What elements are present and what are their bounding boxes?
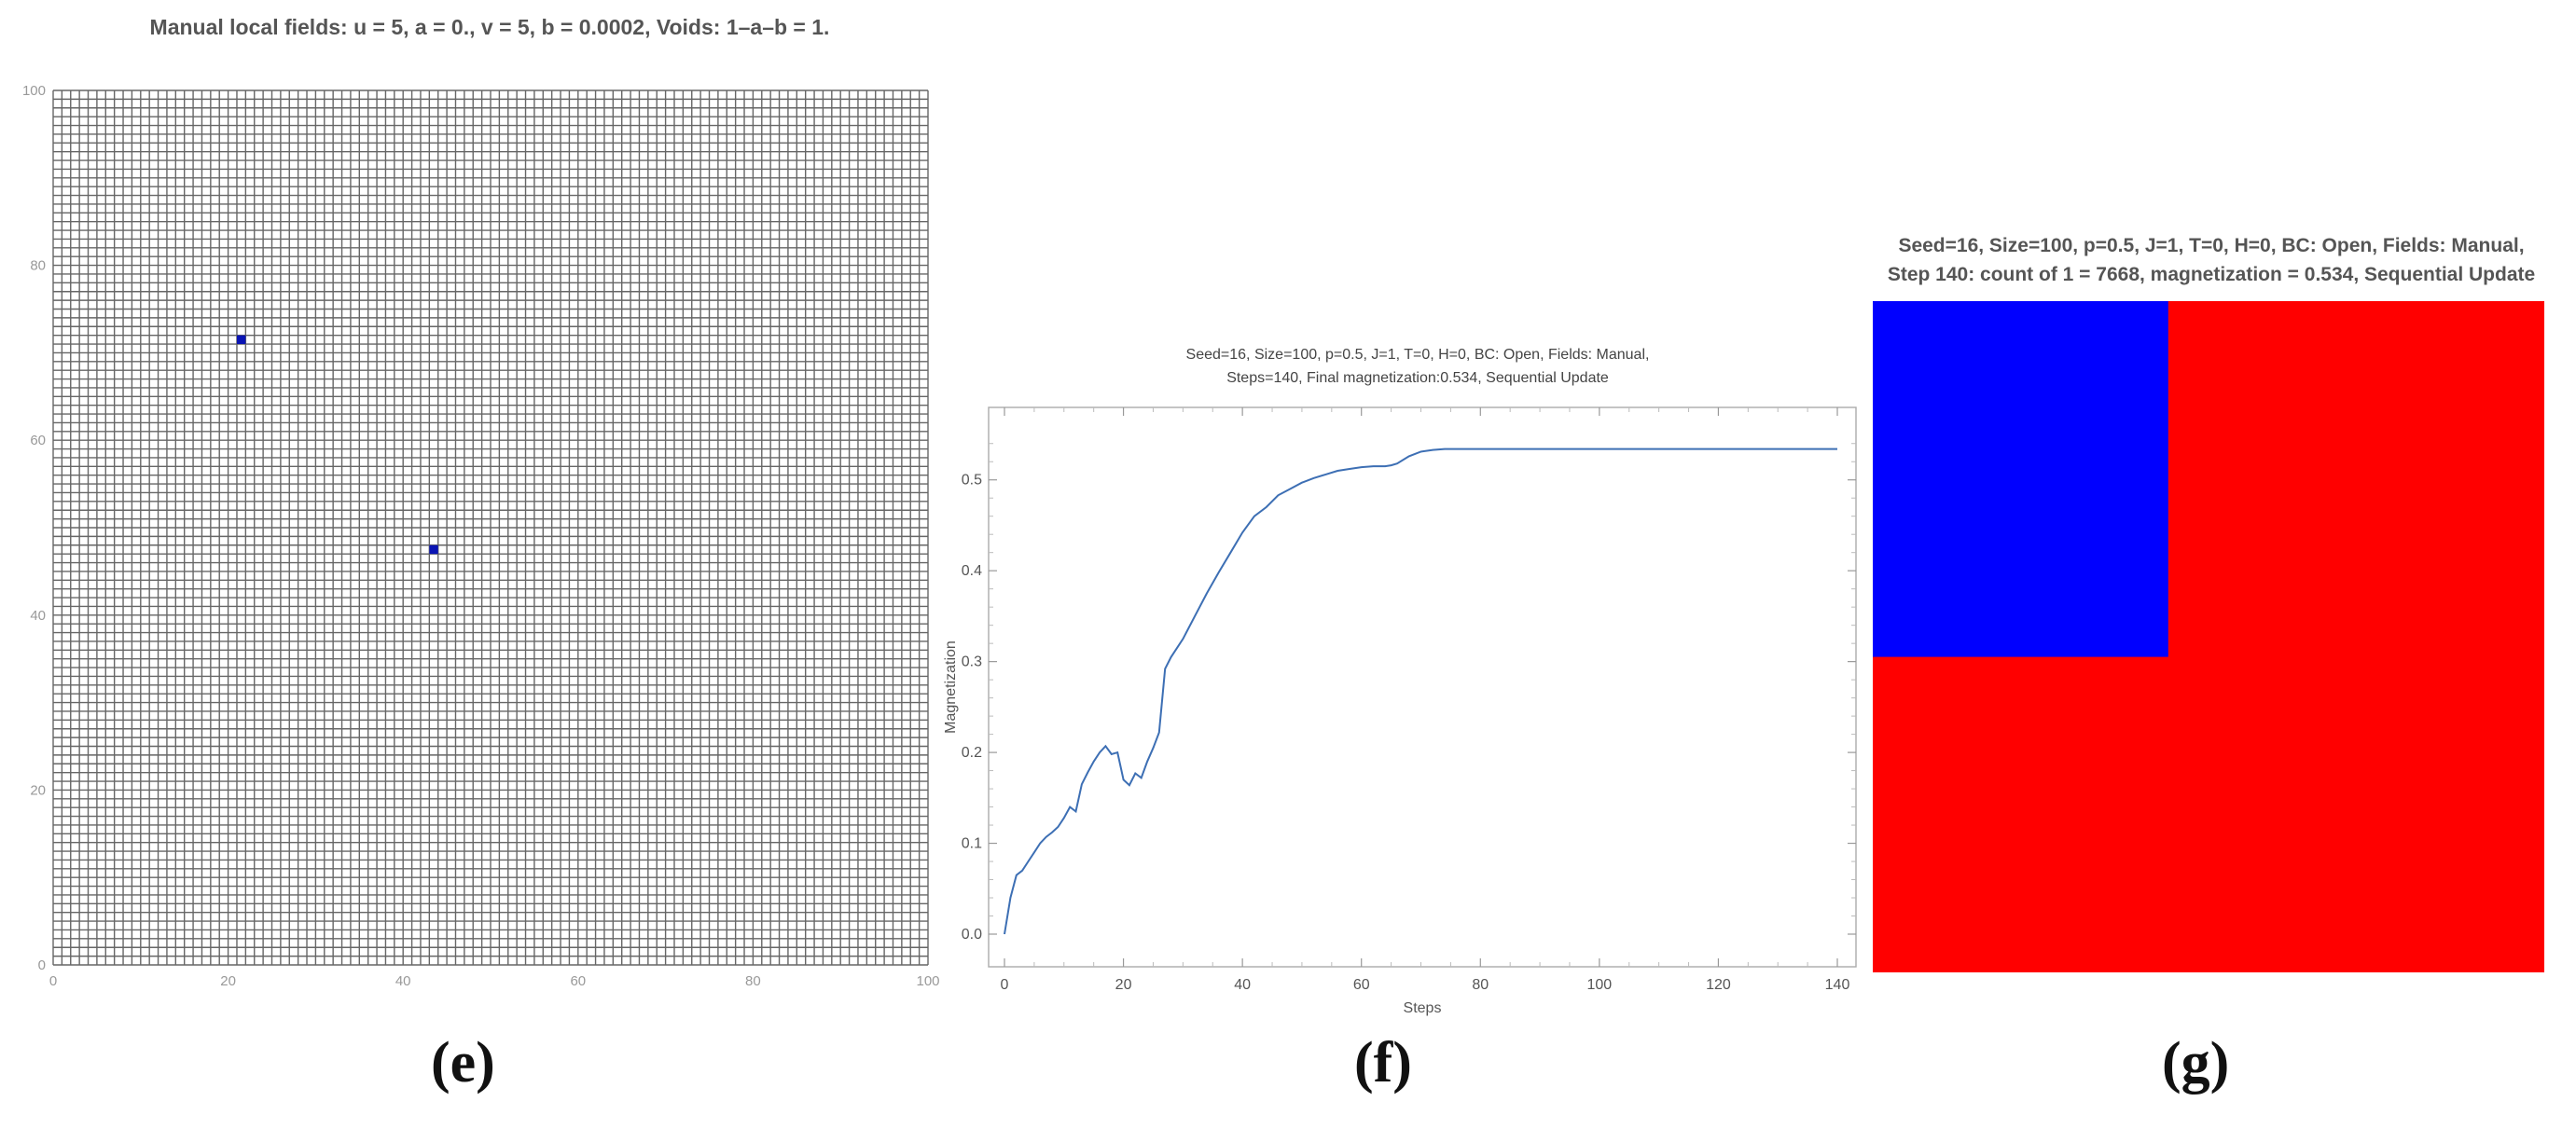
panel-e-label: (e)	[431, 1031, 495, 1095]
x-tick-label: 120	[1706, 977, 1731, 993]
y-tick-label: 80	[30, 258, 46, 274]
y-tick-label: 100	[22, 83, 46, 99]
y-tick-label: 0.5	[962, 473, 982, 489]
x-axis-label: Steps	[1404, 1000, 1442, 1016]
panel-g-title-line2: Step 140: count of 1 = 7668, magnetizati…	[1887, 264, 2536, 285]
x-tick-label: 60	[1353, 977, 1370, 993]
x-tick-label: 140	[1825, 977, 1850, 993]
y-tick-label: 0.0	[962, 927, 982, 943]
magnetization-series-line	[1004, 447, 1837, 935]
x-tick-label: 100	[916, 973, 939, 989]
panel-e-title: Manual local fields: u = 5, a = 0., v = …	[149, 15, 830, 39]
y-tick-label: 40	[30, 608, 46, 624]
occupied-cell	[429, 544, 438, 555]
y-tick-label: 0.1	[962, 836, 982, 852]
panel-f-magnetization-chart: 0 20 40 60 80 100 120 140 0.0 0.1 0.2 0.3 0.4 0.5 Step…	[943, 406, 1857, 1016]
lattice-gridlines	[52, 89, 929, 966]
y-tick-label: 0.3	[962, 654, 982, 670]
y-tick-label: 0	[38, 957, 46, 973]
x-tick-label: 40	[1234, 977, 1251, 993]
x-tick-label: 60	[570, 973, 586, 989]
x-tick-label: 20	[220, 973, 236, 989]
panel-g-title-line1: Seed=16, Size=100, p=0.5, J=1, T=0, H=0,…	[1898, 235, 2525, 256]
y-tick-label: 20	[30, 782, 46, 798]
x-tick-label: 100	[1587, 977, 1613, 993]
y-tick-label: 0.4	[962, 563, 982, 579]
panel-g-title: Seed=16, Size=100, p=0.5, J=1, T=0, H=0,…	[1856, 231, 2567, 289]
panel-f-label: (f)	[1354, 1031, 1412, 1095]
y-tick-label: 0.2	[962, 745, 982, 761]
panel-g-spin-configuration	[1873, 301, 2544, 972]
occupied-cell	[236, 335, 246, 345]
x-tick-label: 0	[49, 973, 57, 989]
x-tick-label: 20	[1115, 977, 1132, 993]
y-tick-label: 60	[30, 433, 46, 448]
x-tick-label: 40	[395, 973, 411, 989]
x-tick-label: 80	[745, 973, 761, 989]
y-axis-label: Magnetization	[943, 640, 959, 734]
x-tick-label: 80	[1472, 977, 1489, 993]
panel-e-lattice-plot: 0 20 40 60 80 100 0 20 40 60 80 100	[22, 83, 940, 989]
x-tick-label: 0	[1001, 977, 1009, 993]
plot-frame	[988, 406, 1857, 968]
spin-down-region	[1873, 301, 2168, 657]
panel-g-label: (g)	[2162, 1031, 2230, 1095]
panel-f-title-line1: Seed=16, Size=100, p=0.5, J=1, T=0, H=0,…	[1185, 347, 1650, 363]
panel-f-title-line2: Steps=140, Final magnetization:0.534, Se…	[1226, 370, 1609, 386]
panel-f-title: Seed=16, Size=100, p=0.5, J=1, T=0, H=0,…	[951, 343, 1884, 390]
